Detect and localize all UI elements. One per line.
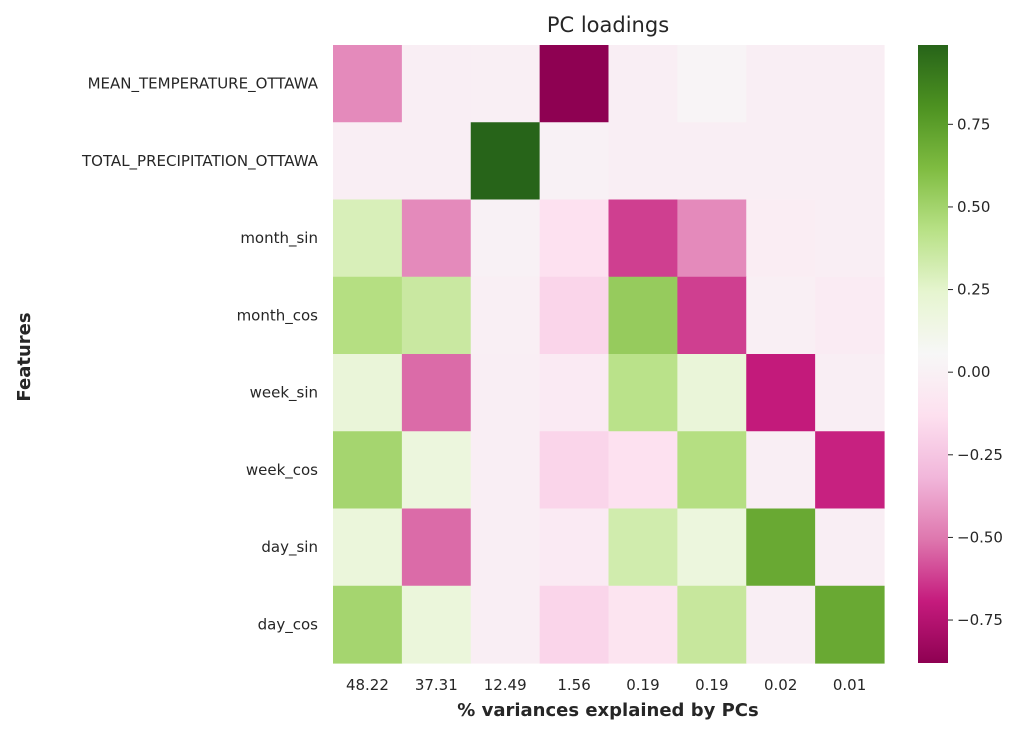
- heatmap-cell: [333, 585, 403, 664]
- heatmap-cell: [746, 199, 816, 278]
- colorbar-tick-label: −0.50: [957, 528, 1003, 546]
- heatmap-cell: [401, 276, 472, 355]
- heatmap-cell: [677, 45, 747, 123]
- y-tick-label: week_cos: [246, 461, 318, 480]
- heatmap-cell: [470, 45, 541, 123]
- x-tick-labels: 48.22 37.31 12.49 1.56 0.19 0.19 0.02 0.01: [346, 676, 866, 694]
- heatmap-cell: [539, 354, 610, 432]
- heatmap-cell: [401, 354, 472, 432]
- heatmap-cell: [608, 199, 678, 278]
- heatmap-cell: [470, 431, 541, 510]
- heatmap-cell: [677, 354, 747, 432]
- heatmap-cell: [746, 276, 816, 355]
- heatmap-cell: [401, 122, 472, 201]
- heatmap-cell: [746, 585, 816, 664]
- heatmap-cell: [746, 508, 816, 587]
- heatmap-cell: [470, 199, 541, 278]
- heatmap-cell: [677, 122, 747, 201]
- heatmap-cell: [470, 276, 541, 355]
- heatmap-cell: [677, 508, 747, 587]
- heatmap-cell: [333, 122, 403, 201]
- heatmap-cell: [815, 199, 885, 278]
- colorbar-gradient: [918, 45, 948, 663]
- colorbar-tick-label: −0.25: [957, 446, 1003, 464]
- heatmap-cell: [539, 45, 610, 123]
- heatmap-cell: [539, 585, 610, 664]
- heatmap-cell: [815, 45, 885, 123]
- heatmap-cell: [815, 354, 885, 432]
- heatmap-cell: [746, 122, 816, 201]
- heatmap-cells: [333, 45, 885, 664]
- x-axis-label: % variances explained by PCs: [457, 700, 758, 721]
- y-tick-label: month_sin: [240, 229, 318, 248]
- heatmap-cell: [401, 45, 472, 123]
- colorbar-tick-label: 0.75: [957, 115, 990, 133]
- heatmap-cell: [470, 585, 541, 664]
- x-tick-label: 1.56: [557, 676, 590, 694]
- heatmap-cell: [333, 199, 403, 278]
- heatmap-cell: [401, 508, 472, 587]
- heatmap-cell: [608, 585, 678, 664]
- y-tick-label: MEAN_TEMPERATURE_OTTAWA: [88, 75, 319, 94]
- heatmap-cell: [677, 431, 747, 510]
- colorbar-tick-label: 0.00: [957, 363, 990, 381]
- heatmap-cell: [333, 431, 403, 510]
- heatmap-cell: [608, 354, 678, 432]
- heatmap-cell: [401, 585, 472, 664]
- x-tick-label: 0.19: [626, 676, 659, 694]
- heatmap-cell: [608, 508, 678, 587]
- heatmap-cell: [333, 45, 403, 123]
- y-tick-label: month_cos: [237, 306, 319, 325]
- heatmap-cell: [608, 276, 678, 355]
- y-tick-label: day_sin: [261, 538, 318, 557]
- colorbar: −0.75 −0.50 −0.25 0.00 0.25 0.50 0.75: [918, 45, 1003, 663]
- x-tick-label: 0.02: [764, 676, 797, 694]
- x-tick-label: 48.22: [346, 676, 389, 694]
- heatmap-cell: [470, 508, 541, 587]
- x-tick-label: 37.31: [415, 676, 458, 694]
- y-tick-labels: MEAN_TEMPERATURE_OTTAWA TOTAL_PRECIPITATI…: [81, 75, 319, 635]
- heatmap-cell: [677, 199, 747, 278]
- heatmap-cell: [746, 431, 816, 510]
- heatmap-cell: [677, 276, 747, 355]
- heatmap-cell: [539, 276, 610, 355]
- colorbar-tick-label: 0.50: [957, 198, 990, 216]
- heatmap-cell: [539, 508, 610, 587]
- heatmap-cell: [539, 122, 610, 201]
- heatmap-cell: [815, 431, 885, 510]
- heatmap-cell: [815, 122, 885, 201]
- colorbar-tick-label: 0.25: [957, 281, 990, 299]
- heatmap-cell: [608, 45, 678, 123]
- y-axis-label: Features: [14, 312, 35, 401]
- heatmap-cell: [746, 45, 816, 123]
- heatmap-cell: [470, 354, 541, 432]
- y-tick-label: day_cos: [258, 615, 319, 634]
- x-tick-label: 0.19: [695, 676, 728, 694]
- heatmap-cell: [539, 199, 610, 278]
- heatmap-cell: [815, 508, 885, 587]
- y-tick-label: week_sin: [250, 384, 318, 403]
- colorbar-tick-label: −0.75: [957, 611, 1003, 629]
- heatmap-cell: [608, 122, 678, 201]
- x-tick-label: 0.01: [833, 676, 866, 694]
- heatmap-cell: [539, 431, 610, 510]
- heatmap-cell: [608, 431, 678, 510]
- heatmap-cell: [470, 122, 541, 201]
- heatmap-cell: [746, 354, 816, 432]
- heatmap-cell: [333, 354, 403, 432]
- heatmap-cell: [815, 585, 885, 664]
- x-tick-label: 12.49: [484, 676, 527, 694]
- heatmap-cell: [677, 585, 747, 664]
- y-tick-label: TOTAL_PRECIPITATION_OTTAWA: [81, 152, 319, 171]
- heatmap-cell: [401, 199, 472, 278]
- chart-title: PC loadings: [547, 13, 669, 37]
- heatmap-cell: [333, 276, 403, 355]
- heatmap-cell: [815, 276, 885, 355]
- heatmap-cell: [401, 431, 472, 510]
- heatmap-cell: [333, 508, 403, 587]
